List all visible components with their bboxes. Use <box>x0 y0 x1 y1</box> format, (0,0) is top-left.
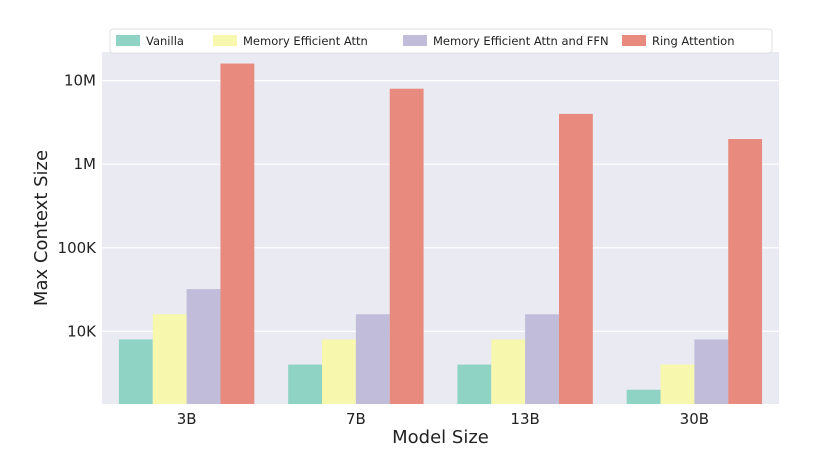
legend-label: Memory Efficient Attn <box>243 34 368 48</box>
y-axis-label: Max Context Size <box>31 150 52 306</box>
y-tick-label: 100K <box>58 239 98 257</box>
legend-box <box>109 28 773 54</box>
bar <box>491 339 526 404</box>
legend-swatch <box>213 35 237 46</box>
x-axis-label: Model Size <box>392 427 489 448</box>
bar <box>355 314 390 404</box>
legend-label: Ring Attention <box>652 34 735 48</box>
bars <box>118 63 763 405</box>
bar <box>220 63 255 405</box>
bar <box>389 88 424 404</box>
bar <box>118 339 153 404</box>
x-tick-label: 30B <box>680 410 709 428</box>
y-tick-label: 1M <box>74 155 97 173</box>
bar <box>152 314 187 404</box>
bar <box>728 139 763 404</box>
bar <box>525 314 559 404</box>
bar <box>558 113 593 404</box>
y-tick-label: 10M <box>64 72 96 90</box>
legend-swatch <box>622 35 646 46</box>
x-tick-label: 3B <box>177 410 197 428</box>
bar <box>186 289 221 404</box>
legend: Vanilla Memory Efficient Attn Memory Effic… <box>109 28 773 54</box>
legend-swatch <box>116 35 140 46</box>
bar <box>626 389 661 404</box>
x-tick-labels: 3B 7B 13B 30B <box>177 410 709 428</box>
legend-swatch <box>403 35 427 46</box>
bar <box>694 339 729 404</box>
bar <box>288 364 323 404</box>
y-tick-label: 10K <box>67 322 97 340</box>
bar <box>457 364 492 404</box>
bar <box>322 339 356 404</box>
x-tick-label: 7B <box>346 410 366 428</box>
bar <box>660 364 695 404</box>
legend-label: Vanilla <box>146 34 184 48</box>
x-tick-label: 13B <box>510 410 539 428</box>
legend-label: Memory Efficient Attn and FFN <box>433 34 609 48</box>
y-tick-labels: 10K 100K 1M 10M <box>58 72 98 341</box>
